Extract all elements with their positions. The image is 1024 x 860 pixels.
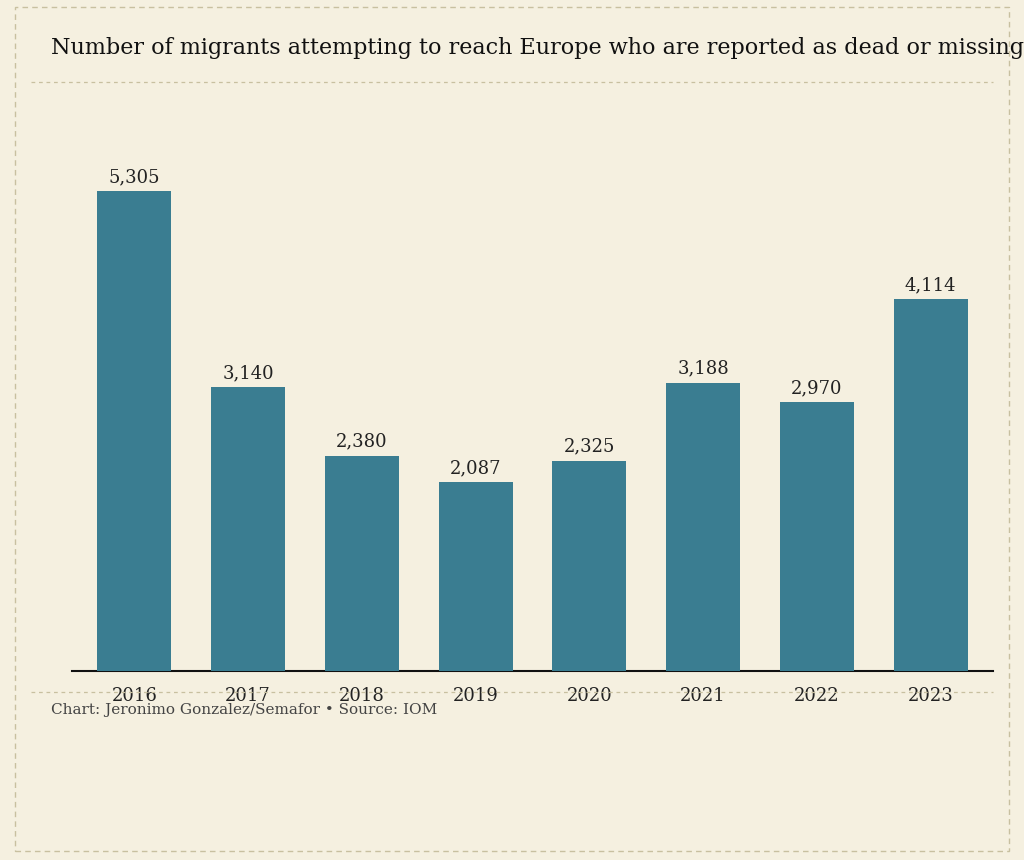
- Text: 2,087: 2,087: [450, 459, 502, 477]
- Bar: [325, 456, 398, 671]
- Bar: [667, 383, 740, 671]
- Bar: [894, 299, 968, 671]
- Text: SEMAFOR: SEMAFOR: [70, 777, 246, 809]
- Text: 2,970: 2,970: [792, 379, 843, 397]
- Text: 2,380: 2,380: [336, 433, 388, 451]
- Text: Number of migrants attempting to reach Europe who are reported as dead or missin: Number of migrants attempting to reach E…: [51, 37, 1024, 59]
- Text: Chart: Jeronimo Gonzalez/Semafor • Source: IOM: Chart: Jeronimo Gonzalez/Semafor • Sourc…: [51, 703, 437, 717]
- Text: 5,305: 5,305: [109, 169, 160, 187]
- Bar: [97, 192, 171, 671]
- Text: 4,114: 4,114: [905, 276, 956, 294]
- Bar: [552, 461, 627, 671]
- Text: 3,188: 3,188: [677, 359, 729, 378]
- Text: 3,140: 3,140: [222, 364, 273, 382]
- Bar: [438, 482, 513, 671]
- Bar: [780, 402, 854, 671]
- Bar: [211, 387, 285, 671]
- Text: 2,325: 2,325: [563, 438, 615, 456]
